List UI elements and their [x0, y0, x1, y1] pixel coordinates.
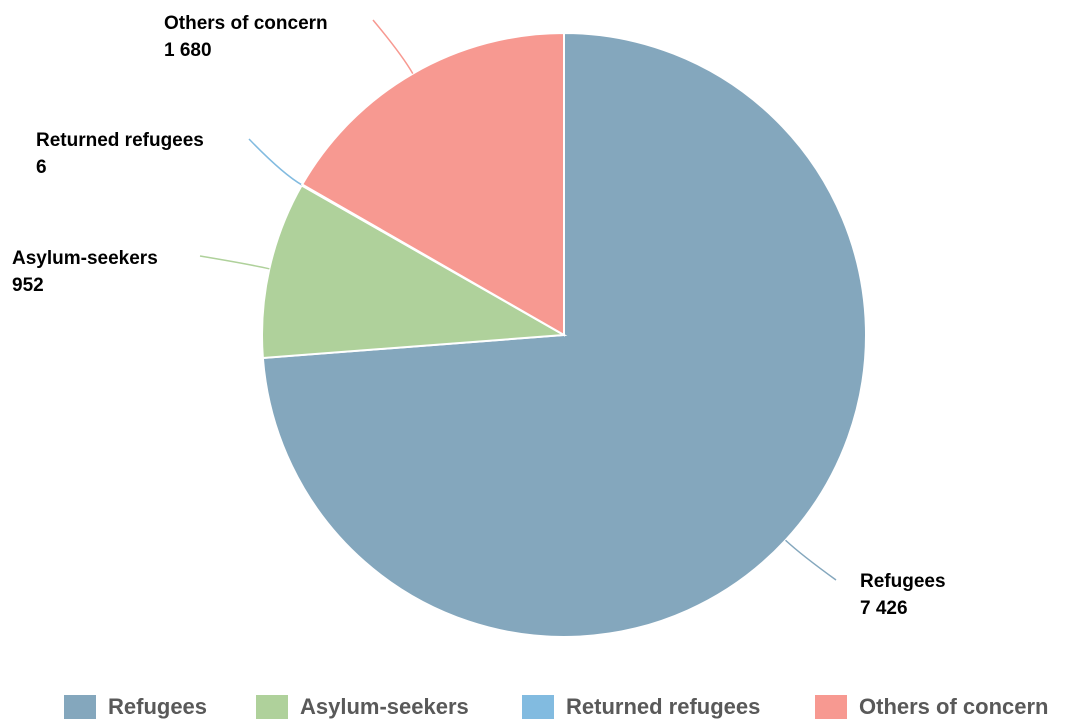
legend-label-asylum-seekers: Asylum-seekers — [300, 694, 469, 719]
legend: Refugees Asylum-seekers Returned refugee… — [0, 692, 1070, 722]
legend-swatch-others-of-concern — [815, 695, 847, 719]
data-label-value-returned-refugees: 6 — [36, 157, 47, 178]
data-label-value-others-of-concern: 1 680 — [164, 40, 212, 61]
data-label-value-refugees: 7 426 — [860, 598, 908, 619]
legend-item-refugees[interactable]: Refugees — [64, 692, 207, 722]
leader-line-refugees — [785, 539, 837, 581]
legend-label-returned-refugees: Returned refugees — [566, 694, 761, 719]
legend-swatch-asylum-seekers — [256, 695, 288, 719]
legend-swatch-refugees — [64, 695, 96, 719]
pie-slice-asylum-seekers[interactable] — [261, 184, 568, 360]
legend-item-others-of-concern[interactable]: Others of concern — [815, 692, 1048, 722]
data-label-value-asylum-seekers: 952 — [12, 275, 44, 296]
legend-swatch-returned-refugees — [522, 695, 554, 719]
data-label-name-asylum-seekers: Asylum-seekers — [12, 248, 158, 269]
data-label-name-returned-refugees: Returned refugees — [36, 130, 204, 151]
leader-line-others-of-concern — [372, 19, 414, 74]
legend-item-returned-refugees[interactable]: Returned refugees — [522, 692, 760, 722]
legend-label-others-of-concern: Others of concern — [859, 694, 1049, 719]
pie-chart-canvas: Refugees 7 426 Asylum-seekers 952 Returned r… — [12, 13, 946, 638]
legend-label-refugees: Refugees — [108, 694, 208, 719]
data-label-name-others-of-concern: Others of concern — [164, 13, 328, 34]
leader-line-asylum-seekers — [199, 255, 270, 270]
leader-line-returned-refugees — [248, 138, 303, 186]
legend-item-asylum-seekers[interactable]: Asylum-seekers — [256, 692, 469, 722]
data-label-name-refugees: Refugees — [860, 571, 946, 592]
